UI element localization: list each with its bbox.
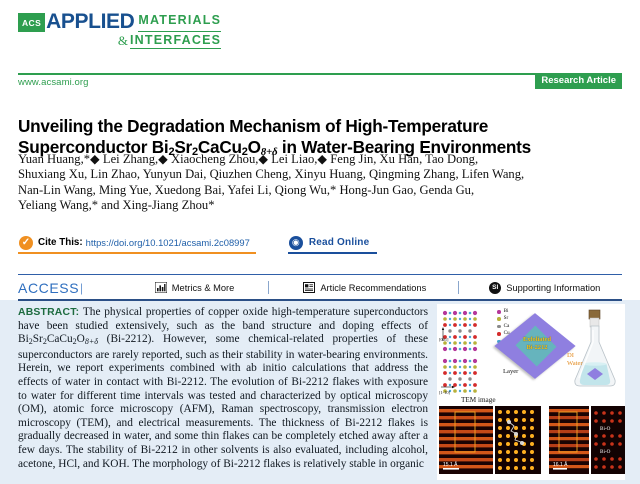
access-divider [18, 274, 622, 276]
abstract-seg-1: The physical properties of copper oxide … [18, 306, 428, 346]
access-pipe: | [80, 279, 83, 295]
abstract-sub-4: 8+δ [84, 337, 98, 347]
title-line-2-post: in Water-Bearing Environments [277, 136, 531, 157]
abstract-sub-3: 2 [72, 337, 77, 347]
di-water-line2: Water [567, 360, 583, 367]
abstract-sub-2: 2 [42, 337, 47, 347]
tem-panel-pristine-zoom [495, 406, 541, 474]
title-line-2-c: CaCu [197, 136, 242, 157]
logo-ampersand: & [117, 33, 128, 48]
svg-text:15.1 Å: 15.1 Å [443, 461, 458, 468]
tem-panel-hydrated-zoom: Bi-O Bi-O [591, 406, 625, 474]
globe-icon: ◉ [288, 235, 303, 250]
abstract-sub-1: 2 [28, 337, 33, 347]
logo-materials-text: MATERIALS [138, 10, 222, 32]
title-sub-2: 2 [191, 145, 198, 158]
legend-label-ca: Ca [503, 322, 510, 329]
legend-swatch-cu [497, 332, 501, 336]
logo-applied-text: APPLIED [46, 10, 135, 33]
flake-label: Exfoliated Bi-2212 [513, 336, 561, 351]
title-sub-4: 8+δ [260, 145, 278, 158]
supporting-information-label: Supporting Information [506, 282, 601, 293]
legend-item: Cu [497, 330, 510, 337]
legend-item: Sr [497, 315, 510, 322]
article-recommendations-button[interactable]: Article Recommendations [303, 282, 426, 293]
crystal-lattice-diagram [439, 307, 501, 393]
abstract-text: ABSTRACT: The physical properties of cop… [18, 306, 428, 471]
legend-item: Ca [497, 323, 510, 330]
flake-label-line2: Bi-2212 [526, 343, 548, 351]
logo-interfaces-text: INTERFACES [129, 33, 222, 49]
metrics-and-more-label: Metrics & More [171, 282, 235, 293]
article-recommendations-label: Article Recommendations [320, 282, 427, 293]
legend-swatch-bi [497, 309, 501, 314]
axis-001-label: [001] [439, 337, 449, 342]
title-line-2-b: Sr [174, 136, 192, 157]
read-online-label: Read Online [308, 237, 370, 248]
tem-panel-hydrated: 16.1 Å [549, 406, 589, 474]
access-bar: ACCESS | Metrics & More [18, 277, 622, 298]
doi-link[interactable]: https://doi.org/10.1021/acsami.2c08997 [85, 237, 250, 248]
title-line-1: Unveiling the Degradation Mechanism of H… [18, 115, 489, 136]
tem-comparison-strip: Pristine Bi-2212 [437, 404, 625, 478]
article-icon [303, 282, 316, 293]
title-sub-3: 2 [241, 145, 248, 158]
header-rule [18, 73, 622, 75]
author-line-2: Shuxiang Xu, Lin Zhao, Yunyun Dai, Qiuzh… [18, 167, 525, 182]
svg-text:Bi-O: Bi-O [600, 449, 611, 455]
acs-badge: ACS [18, 13, 46, 32]
journal-url[interactable]: www.acsami.org [18, 77, 89, 88]
exfoliated-flake-diagram: Exfoliated Bi-2212 [494, 312, 576, 379]
article-type-badge: Research Article [535, 74, 622, 90]
si-badge-icon: SI [489, 281, 502, 294]
read-online-box[interactable]: ◉ Read Online [287, 234, 378, 254]
journal-logo: ACS APPLIED MATERIALS & INTERFACES [18, 10, 222, 56]
access-separator-1 [268, 281, 270, 294]
abstract-heading: ABSTRACT: [18, 307, 80, 318]
title-sub-1: 2 [168, 145, 175, 158]
graphical-abstract: Bi Sr Ca Cu O Gap Layer [001] [1-10] TEM… [437, 304, 625, 480]
abstract-top-rule [18, 299, 622, 302]
cite-read-bar: ✓ Cite This: https://doi.org/10.1021/acs… [18, 234, 378, 254]
tem-panel-pristine: 15.1 Å [439, 406, 493, 474]
access-separator-2 [458, 281, 460, 294]
legend-swatch-ca [497, 324, 501, 329]
legend-label-sr: Sr [503, 315, 509, 322]
author-line-3: Nan-Lin Wang, Ming Yue, Xuedong Bai, Yaf… [18, 182, 475, 197]
layer-label: Layer [503, 368, 519, 375]
check-circle-icon: ✓ [19, 235, 33, 250]
abstract-seg-3: CaCu [46, 333, 73, 346]
abstract-seg-4: O [76, 333, 85, 346]
title-line-2-pre: Superconductor Bi [18, 136, 169, 157]
di-water-line1: DI [567, 352, 574, 359]
flask-diagram: DI Water [567, 308, 623, 390]
legend-label-bi: Bi [503, 308, 509, 314]
author-line-1: Yuan Huang,*◆ Lei Zhang,◆ Xiaocheng Zhou… [18, 152, 479, 166]
axis-110-label: [1-10] [439, 390, 450, 395]
erlenmeyer-flask-icon [574, 309, 616, 387]
cite-this-label: Cite This: [38, 237, 83, 248]
svg-text:Bi-O: Bi-O [600, 426, 611, 432]
access-label[interactable]: ACCESS [18, 279, 80, 296]
tem-image-caption: TEM image [461, 396, 496, 404]
legend-item: Bi [497, 308, 510, 315]
abstract-seg-2: Sr [32, 333, 43, 346]
svg-text:16.1 Å: 16.1 Å [553, 461, 568, 468]
author-line-4: Yeliang Wang,* and Xing-Jiang Zhou* [18, 198, 215, 213]
title-line-2-d: O [247, 136, 261, 157]
supporting-information-button[interactable]: SI Supporting Information [489, 281, 601, 294]
legend-label-cu: Cu [503, 330, 510, 337]
page-title: Unveiling the Degradation Mechanism of H… [18, 116, 622, 163]
metrics-and-more-button[interactable]: Metrics & More [154, 282, 235, 293]
bar-chart-icon [154, 282, 167, 293]
legend-swatch-sr [497, 317, 501, 321]
flake-label-line1: Exfoliated [522, 336, 552, 343]
cite-this-box[interactable]: ✓ Cite This: https://doi.org/10.1021/acs… [18, 234, 256, 254]
di-water-label: DI Water [567, 352, 583, 368]
author-list: Yuan Huang,*◆ Lei Zhang,◆ Xiaocheng Zhou… [18, 152, 626, 214]
abstract-seg-5: (Bi-2212). However, some chemical-relate… [18, 333, 428, 470]
